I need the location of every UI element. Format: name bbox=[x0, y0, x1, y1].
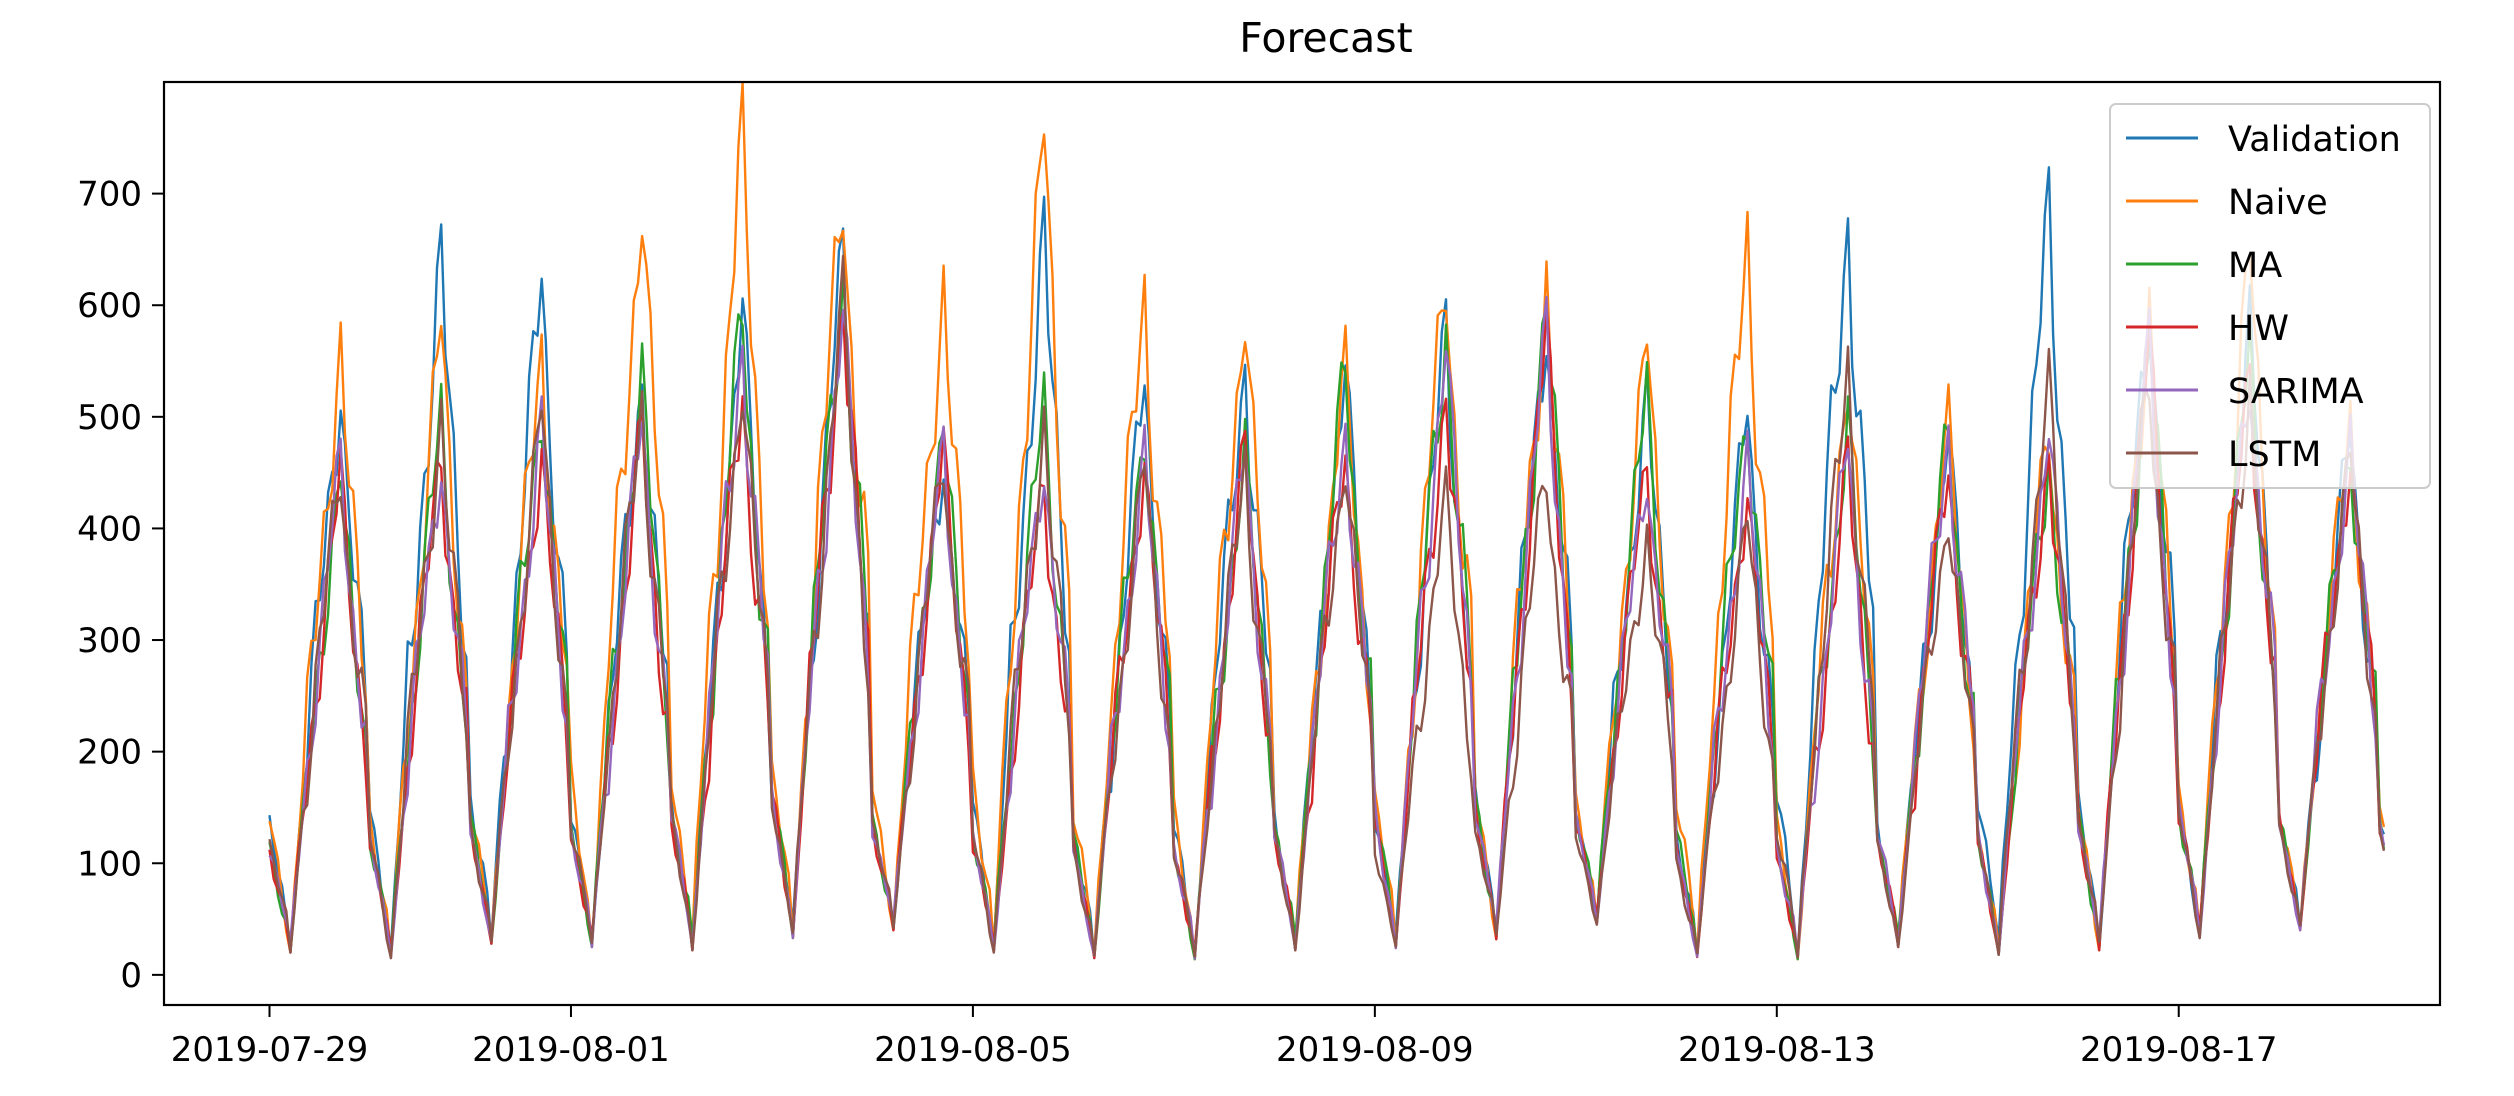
legend-label: Naive bbox=[2228, 183, 2328, 223]
y-tick-label: 600 bbox=[77, 286, 142, 326]
x-tick-label: 2019-08-13 bbox=[1678, 1030, 1876, 1070]
plot-border bbox=[162, 80, 2442, 1007]
y-tick-label: 200 bbox=[77, 733, 142, 773]
legend-box bbox=[2109, 103, 2431, 489]
legend-label: SARIMA bbox=[2228, 372, 2364, 412]
y-tick-label: 400 bbox=[77, 509, 142, 549]
y-tick-label: 300 bbox=[77, 621, 142, 661]
x-tick-label: 2019-08-09 bbox=[1276, 1030, 1474, 1070]
y-tick-label: 100 bbox=[77, 844, 142, 884]
series-line-lstm bbox=[268, 254, 2386, 960]
series-layer bbox=[268, 81, 2386, 961]
x-tick-label: 2019-07-29 bbox=[171, 1030, 369, 1070]
y-tick-label: 0 bbox=[120, 956, 142, 996]
y-tick-label: 500 bbox=[77, 398, 142, 438]
series-line-validation bbox=[268, 166, 2386, 960]
series-line-sarima bbox=[268, 295, 2386, 960]
legend-label: HW bbox=[2228, 309, 2289, 349]
x-tick-label: 2019-08-01 bbox=[472, 1030, 670, 1070]
legend: Validation Naive MA HW SARIMA LSTM bbox=[2109, 103, 2431, 489]
legend-label: Validation bbox=[2228, 120, 2401, 160]
chart-title: Forecast bbox=[1239, 14, 1413, 62]
x-tick-label: 2019-08-05 bbox=[874, 1030, 1072, 1070]
x-tick-label: 2019-08-17 bbox=[2080, 1030, 2278, 1070]
plot-area: 0 100 200 300 400 500 600 700 2019-07-29 2019-08… bbox=[77, 80, 2442, 1070]
y-tick-label: 700 bbox=[77, 175, 142, 215]
y-axis: 0 100 200 300 400 500 600 700 bbox=[77, 175, 164, 996]
x-axis: 2019-07-29 2019-08-01 2019-08-05 2019-08-09… bbox=[171, 1005, 2278, 1070]
legend-label: MA bbox=[2228, 246, 2282, 286]
legend-label: LSTM bbox=[2228, 435, 2321, 475]
